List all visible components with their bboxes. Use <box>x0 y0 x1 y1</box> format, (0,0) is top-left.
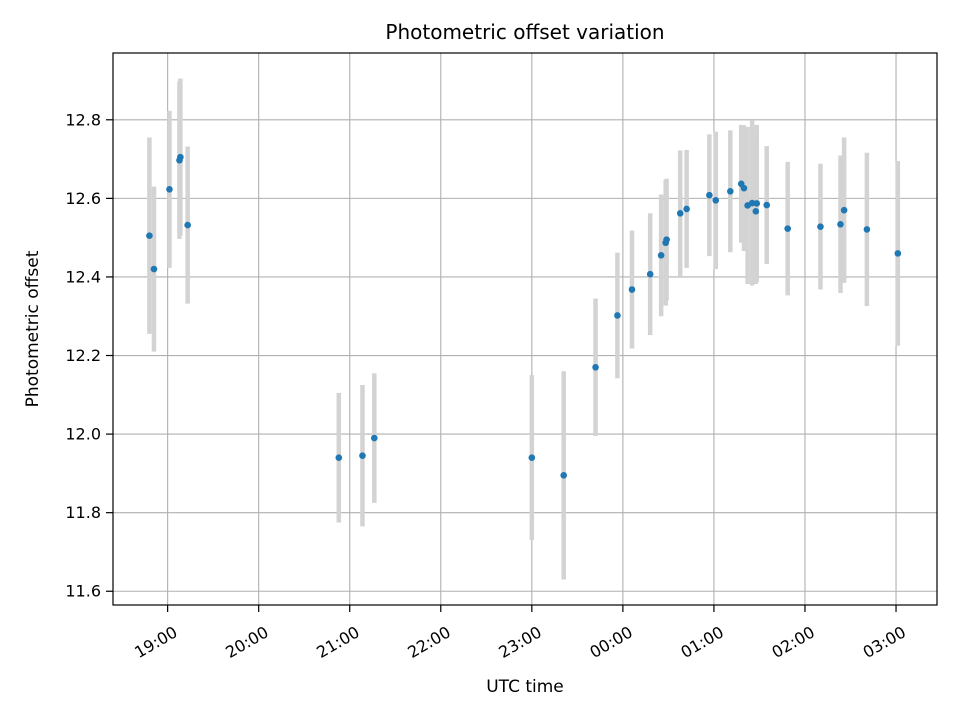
x-tick-label: 00:00 <box>586 622 635 662</box>
x-tick-label: 22:00 <box>404 622 453 662</box>
y-tick-label: 12.6 <box>65 189 101 208</box>
data-point <box>146 232 153 239</box>
data-point <box>150 265 158 273</box>
data-point <box>592 364 599 371</box>
x-tick-label: 02:00 <box>769 622 818 662</box>
data-point <box>837 220 844 228</box>
chart-title: Photometric offset variation <box>385 20 664 44</box>
x-tick-label: 01:00 <box>677 622 726 662</box>
data-point <box>752 208 760 215</box>
error-bars <box>147 78 901 580</box>
data-point <box>763 201 771 209</box>
y-tick-label: 12.4 <box>65 267 101 286</box>
y-axis-label: Photometric offset <box>23 250 43 407</box>
x-tick-label: 21:00 <box>313 622 362 662</box>
data-point <box>371 434 378 442</box>
data-point <box>712 197 720 204</box>
y-tick-label: 12.8 <box>65 110 101 129</box>
y-tick-label: 11.8 <box>65 503 101 522</box>
x-tick-label: 20:00 <box>222 622 271 662</box>
data-point <box>683 205 690 213</box>
x-tick-label: 03:00 <box>860 622 909 662</box>
data-point <box>784 225 791 232</box>
data-point <box>184 221 191 229</box>
data-point <box>753 200 761 207</box>
data-point <box>863 226 871 233</box>
data-point <box>676 209 684 217</box>
x-tick-label: 19:00 <box>131 622 180 662</box>
y-tick-label: 12.2 <box>65 346 101 365</box>
data-point <box>706 191 713 199</box>
data-point <box>646 270 654 278</box>
data-point <box>335 454 343 461</box>
y-tick-label: 11.6 <box>65 582 101 601</box>
data-point <box>740 184 748 192</box>
data-point <box>663 236 670 243</box>
x-axis-ticks: 19:00 20:00 21:00 22:00 23:00 00:00 01:00 02:00… <box>131 605 909 662</box>
data-point <box>528 454 536 461</box>
data-point <box>560 472 567 479</box>
data-point <box>628 286 636 293</box>
x-axis-label: UTC time <box>486 677 564 697</box>
data-point <box>359 452 366 460</box>
data-point <box>840 206 848 214</box>
y-axis-ticks: 11.6 11.8 12.0 12.2 12.4 12.6 12.8 <box>65 110 113 601</box>
data-point <box>177 153 184 161</box>
grid-lines <box>113 53 937 605</box>
data-point <box>657 252 665 259</box>
data-point <box>894 250 902 257</box>
data-point <box>817 223 824 230</box>
data-point <box>166 186 173 193</box>
y-tick-label: 12.0 <box>65 425 101 444</box>
data-points <box>146 153 902 479</box>
x-tick-label: 23:00 <box>495 622 544 662</box>
data-point <box>614 312 621 319</box>
data-point <box>727 187 734 195</box>
plot-area-frame <box>112 52 938 606</box>
